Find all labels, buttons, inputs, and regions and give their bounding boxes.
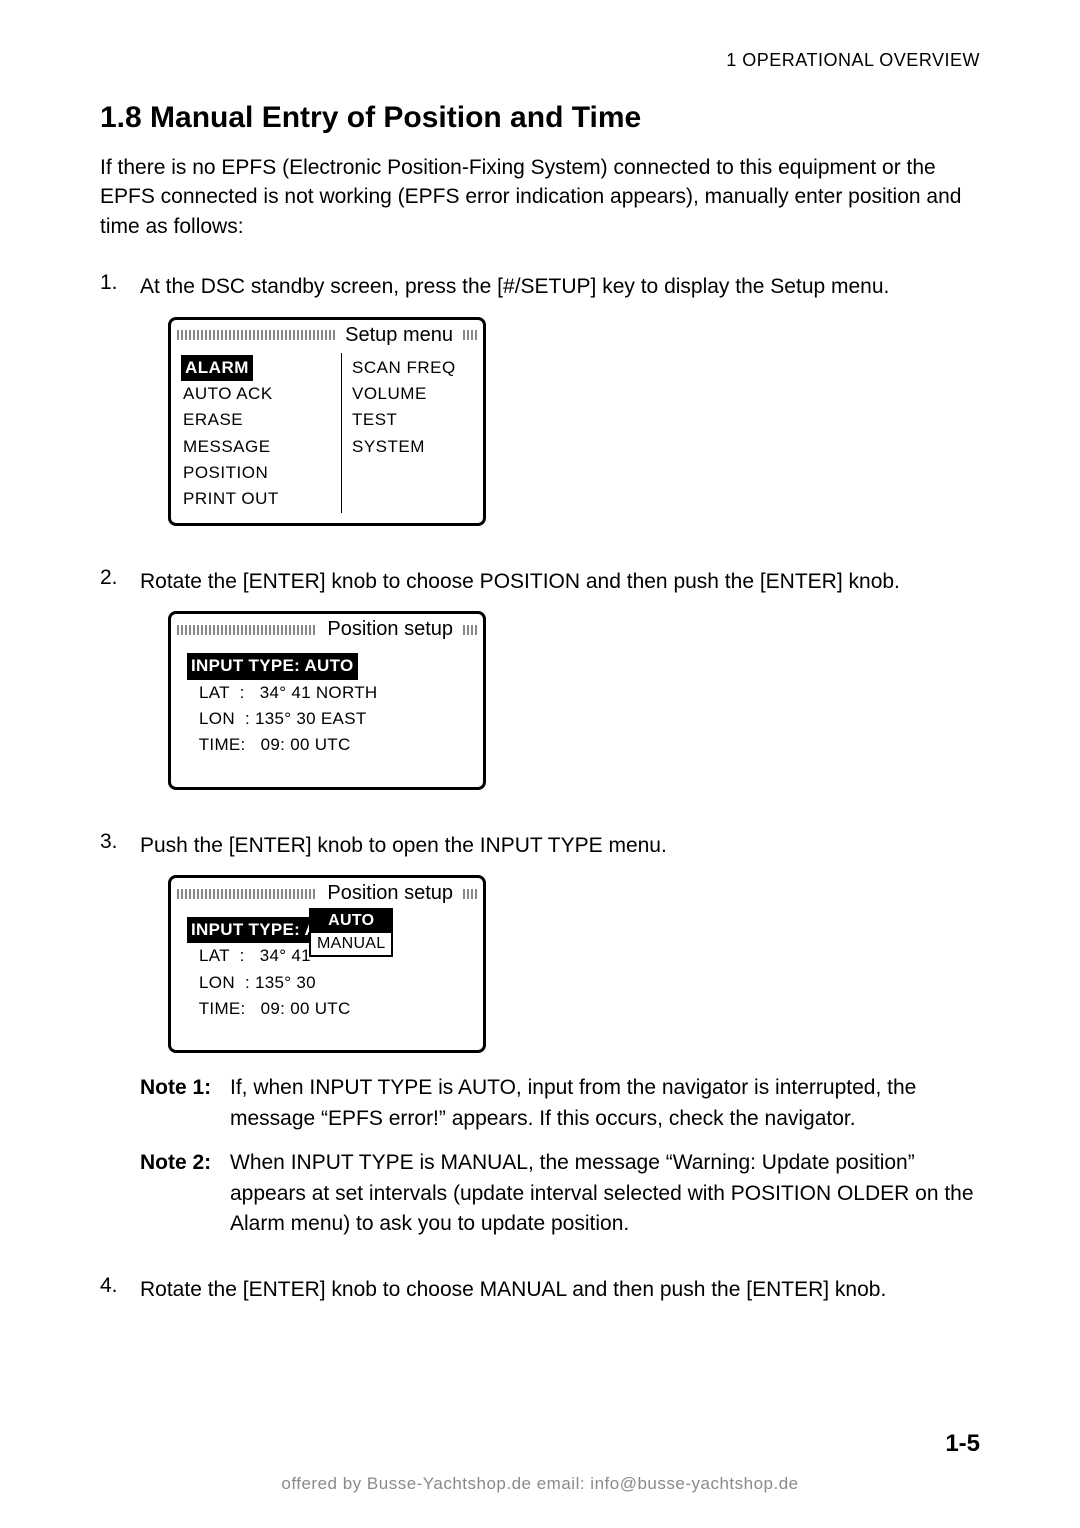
dropdown-option-selected: AUTO xyxy=(311,910,391,932)
menu-item: AUTO ACK xyxy=(183,381,333,407)
note-text: If, when INPUT TYPE is AUTO, input from … xyxy=(230,1073,980,1134)
step-item: 2. Rotate the [ENTER] knob to choose POS… xyxy=(100,566,980,810)
input-type-selected: INPUT TYPE: AUTO xyxy=(187,653,358,679)
lon-row: LON : 135° 30 EAST xyxy=(189,706,471,732)
menu-item: POSITION xyxy=(183,460,333,486)
time-row: TIME: 09: 00 UTC xyxy=(189,732,471,758)
page-number: 1-5 xyxy=(945,1430,980,1458)
menu-item: MESSAGE xyxy=(183,434,333,460)
menu-item: PRINT OUT xyxy=(183,486,333,512)
lcd-title: Setup menu xyxy=(341,324,457,347)
dropdown-option: MANUAL xyxy=(311,933,391,955)
step-text: Rotate the [ENTER] knob to choose POSITI… xyxy=(140,566,980,598)
input-type-dropdown: AUTO MANUAL xyxy=(309,908,393,957)
notes-block: Note 1: If, when INPUT TYPE is AUTO, inp… xyxy=(140,1073,980,1239)
menu-item-selected: ALARM xyxy=(181,355,253,381)
input-type-label: INPUT TYPE: A xyxy=(187,917,321,943)
title-hatch-icon xyxy=(463,889,477,899)
section-title: 1.8 Manual Entry of Position and Time xyxy=(100,101,980,135)
step-text: Rotate the [ENTER] knob to choose MANUAL… xyxy=(140,1274,980,1306)
menu-item: SYSTEM xyxy=(352,434,473,460)
menu-item: VOLUME xyxy=(352,381,473,407)
title-hatch-icon xyxy=(177,889,317,899)
note-text: When INPUT TYPE is MANUAL, the message “… xyxy=(230,1148,980,1239)
note-row: Note 2: When INPUT TYPE is MANUAL, the m… xyxy=(140,1148,980,1239)
chapter-header: 1 OPERATIONAL OVERVIEW xyxy=(100,50,980,71)
menu-item: SCAN FREQ xyxy=(352,355,473,381)
step-text: Push the [ENTER] knob to open the INPUT … xyxy=(140,830,980,862)
footer-credit: offered by Busse-Yachtshop.de email: inf… xyxy=(0,1474,1080,1494)
page: 1 OPERATIONAL OVERVIEW 1.8 Manual Entry … xyxy=(0,0,1080,1528)
position-setup-screen: Position setup INPUT TYPE: AUTO LAT : 34… xyxy=(168,611,486,789)
step-number: 2. xyxy=(100,566,140,810)
lon-row: LON : 135° 30 xyxy=(189,970,471,996)
title-hatch-icon xyxy=(463,625,477,635)
step-text: At the DSC standby screen, press the [#/… xyxy=(140,271,980,303)
step-number: 1. xyxy=(100,271,140,546)
step-item: 3. Push the [ENTER] knob to open the INP… xyxy=(100,830,980,1254)
menu-item: ERASE xyxy=(183,407,333,433)
step-item: 1. At the DSC standby screen, press the … xyxy=(100,271,980,546)
step-item: 4. Rotate the [ENTER] knob to choose MAN… xyxy=(100,1274,980,1320)
note-row: Note 1: If, when INPUT TYPE is AUTO, inp… xyxy=(140,1073,980,1134)
menu-item: TEST xyxy=(352,407,473,433)
note-label: Note 2: xyxy=(140,1148,230,1239)
setup-menu-screen: Setup menu ALARM AUTO ACK ERASE MESSAGE … xyxy=(168,317,486,526)
step-number: 4. xyxy=(100,1274,140,1320)
note-label: Note 1: xyxy=(140,1073,230,1134)
position-setup-dropdown-screen: Position setup INPUT TYPE: A LAT : 34° 4… xyxy=(168,875,486,1053)
intro-paragraph: If there is no EPFS (Electronic Position… xyxy=(100,153,980,241)
title-hatch-icon xyxy=(463,330,477,340)
lcd-title: Position setup xyxy=(323,882,457,905)
lat-row: LAT : 34° 41 NORTH xyxy=(189,680,471,706)
setup-menu-right-col: SCAN FREQ VOLUME TEST SYSTEM xyxy=(342,353,477,513)
step-number: 3. xyxy=(100,830,140,1254)
title-hatch-icon xyxy=(177,625,317,635)
steps-list: 1. At the DSC standby screen, press the … xyxy=(100,271,980,1319)
title-hatch-icon xyxy=(177,330,335,340)
time-row: TIME: 09: 00 UTC xyxy=(189,996,471,1022)
lcd-title: Position setup xyxy=(323,618,457,641)
setup-menu-left-col: ALARM AUTO ACK ERASE MESSAGE POSITION PR… xyxy=(177,353,342,513)
